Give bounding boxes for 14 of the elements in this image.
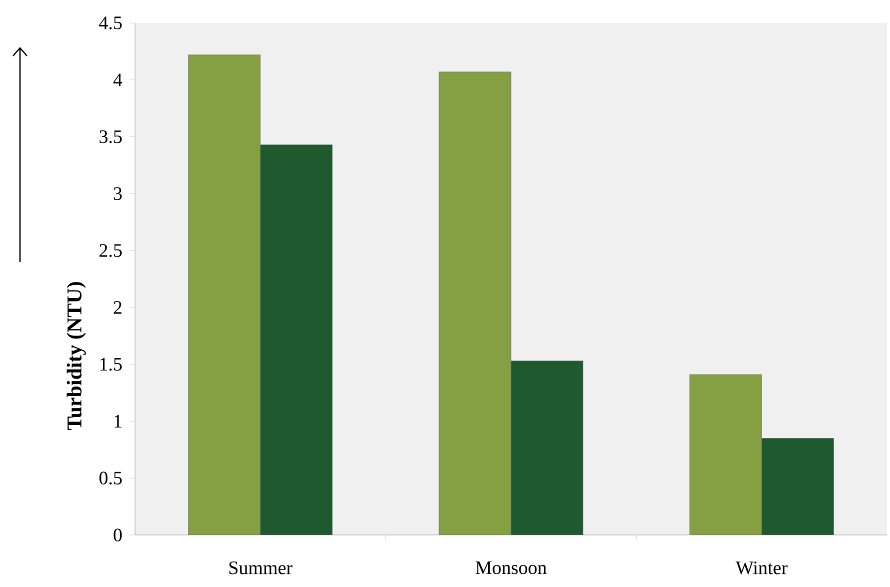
y-axis-title: Turbidity (NTU): [66, 282, 86, 430]
x-tick-label: Winter: [736, 562, 788, 574]
x-tick-label: Summer: [229, 562, 292, 574]
y-tick-label: 2: [114, 301, 122, 314]
y-tick-label: 1: [114, 414, 122, 428]
y-tick-label: 3: [114, 187, 122, 200]
y-tick-label: 0: [114, 528, 122, 542]
y-tick-label: 3.5: [100, 130, 122, 144]
y-tick-label: 2.5: [100, 244, 122, 257]
y-tick-label: 4.5: [99, 16, 122, 30]
y-tick-label: 4: [113, 74, 122, 86]
y-tick-label: 0.5: [99, 472, 122, 485]
y-tick-label: 1.5: [100, 358, 122, 371]
x-tick-label: Monsoon: [476, 562, 547, 574]
